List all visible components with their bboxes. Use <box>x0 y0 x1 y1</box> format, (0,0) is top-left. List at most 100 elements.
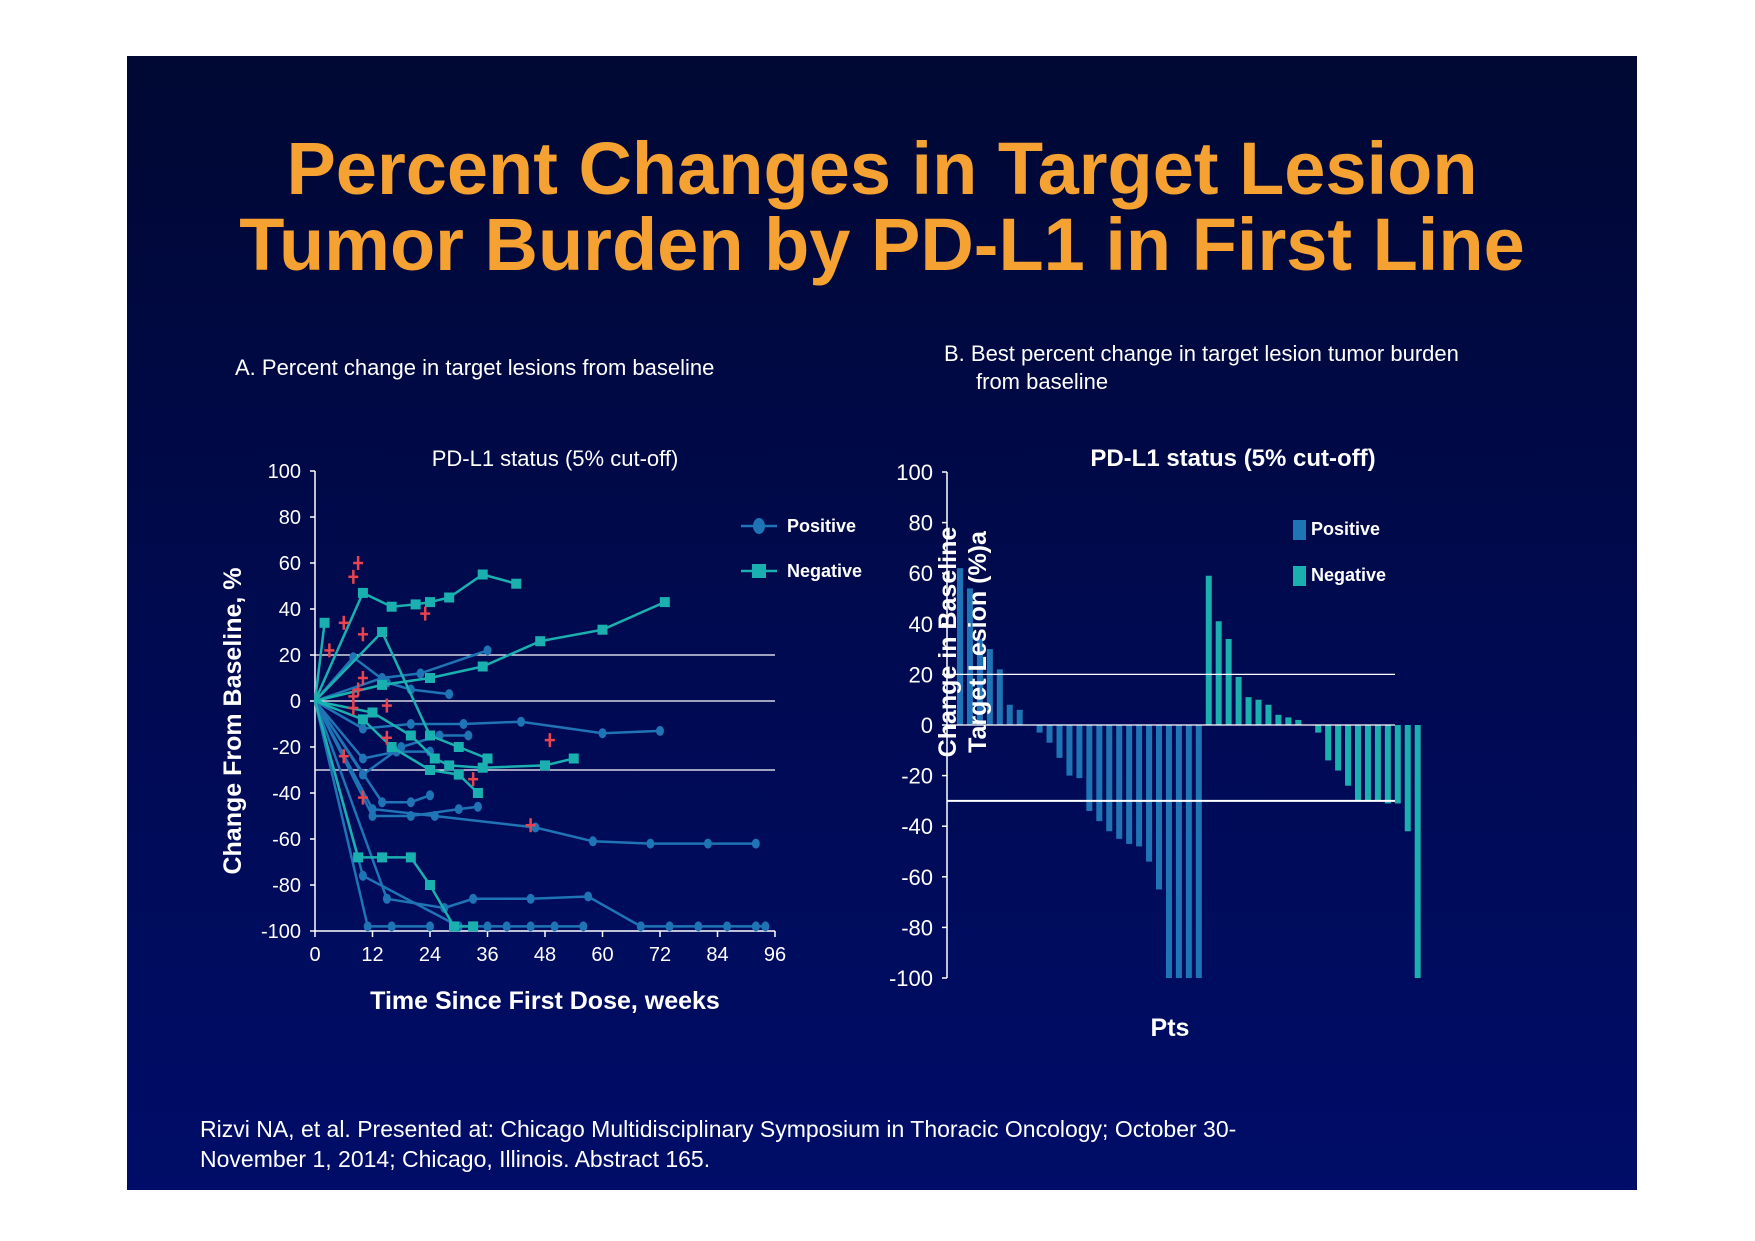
data-point-positive <box>358 753 367 764</box>
citation-line2: November 1, 2014; Chicago, Illinois. Abs… <box>200 1146 711 1172</box>
data-point-negative <box>477 661 488 672</box>
data-point-negative <box>597 624 608 635</box>
bar-positive <box>1046 725 1053 743</box>
data-point-positive <box>426 921 434 932</box>
legend-marker-circle <box>753 518 765 534</box>
y-tick-label: -80 <box>901 915 933 940</box>
data-point-negative <box>477 569 488 580</box>
data-point-positive <box>378 797 387 808</box>
data-point-positive <box>526 893 535 904</box>
data-point-positive <box>469 893 478 904</box>
data-point-negative <box>472 788 483 798</box>
data-point-positive <box>723 921 732 932</box>
x-tick-label: 12 <box>361 944 383 966</box>
data-point-positive <box>584 891 593 902</box>
slide-title-line2: Tumor Burden by PD-L1 in First Line <box>239 203 1525 286</box>
bar-positive <box>996 669 1003 725</box>
bar-negative <box>1215 621 1222 725</box>
y-tick-label: 80 <box>909 511 933 536</box>
data-point-positive <box>358 870 367 881</box>
y-axis-label-line1: Change in Baseline <box>934 527 962 758</box>
bar-negative <box>1374 725 1381 801</box>
data-point-negative <box>425 765 435 775</box>
bar-positive <box>1136 725 1143 847</box>
series-line-negative <box>313 622 326 702</box>
data-point-negative <box>377 852 388 863</box>
bar-negative <box>1285 717 1292 725</box>
panel-a-title: A. Percent change in target lesions from… <box>235 355 715 380</box>
bar-positive <box>1185 725 1192 978</box>
legend-label-negative: Negative <box>787 561 862 581</box>
data-point-negative <box>477 762 488 773</box>
data-point-positive <box>703 838 712 849</box>
y-tick-label: 60 <box>909 561 933 586</box>
bar-positive <box>986 649 993 725</box>
data-point-negative <box>468 921 479 932</box>
data-point-positive <box>646 838 655 849</box>
data-point-negative <box>568 753 579 764</box>
slide-background: Percent Changes in Target Lesion Tumor B… <box>127 56 1637 1190</box>
y-tick-label: 20 <box>279 645 301 667</box>
x-axis-label: Pts <box>1151 1014 1190 1042</box>
bar-negative <box>1265 704 1272 725</box>
bar-negative <box>1225 638 1232 725</box>
series-line-positive <box>313 700 756 845</box>
bar-positive <box>1076 725 1083 779</box>
data-point-positive <box>598 728 607 739</box>
data-point-positive <box>502 921 511 932</box>
series-line-negative <box>314 699 575 769</box>
data-point-negative <box>367 707 378 718</box>
panel-b-title-line2: from baseline <box>976 369 1109 394</box>
bar-positive <box>1036 725 1043 733</box>
bar-negative <box>1394 725 1401 804</box>
data-point-positive <box>464 730 473 741</box>
y-tick-label: 40 <box>279 599 301 621</box>
y-tick-label: -60 <box>272 829 301 851</box>
y-tick-label: -80 <box>272 875 301 897</box>
bar-chart-panel-b: 100 80 60 40 20 0 -20 -40 -60 -80 -100 Pts Change in… <box>889 445 1421 1042</box>
bar-positive <box>1056 725 1063 758</box>
data-point-positive <box>368 811 377 821</box>
data-point-positive <box>406 811 415 821</box>
data-point-positive <box>387 921 396 932</box>
legend-label-positive: Positive <box>1311 519 1380 539</box>
data-point-positive <box>459 719 468 729</box>
bar-positive <box>1126 725 1133 844</box>
bar-negative <box>1384 725 1391 804</box>
y-tick-label: -40 <box>272 783 301 805</box>
x-tick-label: 24 <box>419 944 441 966</box>
data-point-positive <box>358 723 367 734</box>
bar-negative <box>1205 575 1212 725</box>
data-point-positive <box>579 921 588 932</box>
bar-negative <box>1345 725 1352 786</box>
x-tick-label: 96 <box>764 944 786 966</box>
x-tick-label: 48 <box>534 944 556 966</box>
data-point-positive <box>397 742 406 752</box>
data-point-positive <box>751 838 760 849</box>
data-point-negative <box>429 753 440 764</box>
y-tick-label: 20 <box>909 662 933 687</box>
bar-positive <box>1195 725 1202 978</box>
bar-positive <box>1175 725 1182 978</box>
data-point-negative <box>386 742 397 752</box>
data-point-positive <box>358 769 367 780</box>
data-point-negative <box>444 592 455 603</box>
y-tick-label: 80 <box>279 507 301 529</box>
bar-negative <box>1315 725 1322 733</box>
series-line-positive <box>313 700 766 928</box>
y-tick-label: -60 <box>901 865 933 890</box>
data-point-positive <box>416 668 425 679</box>
data-point-negative <box>540 760 550 771</box>
legend-title: PD-L1 status (5% cut-off) <box>1090 445 1375 472</box>
series-line-positive <box>313 700 430 928</box>
bar-negative <box>1295 719 1302 725</box>
legend-label-positive: Positive <box>787 516 856 536</box>
data-point-positive <box>694 921 703 932</box>
data-point-negative <box>448 921 459 932</box>
y-tick-label: 0 <box>921 713 933 738</box>
data-point-positive <box>636 921 645 932</box>
data-point-negative <box>425 597 435 608</box>
data-point-positive <box>656 725 664 736</box>
bar-positive <box>1106 725 1113 832</box>
y-tick-label: -20 <box>901 764 933 789</box>
